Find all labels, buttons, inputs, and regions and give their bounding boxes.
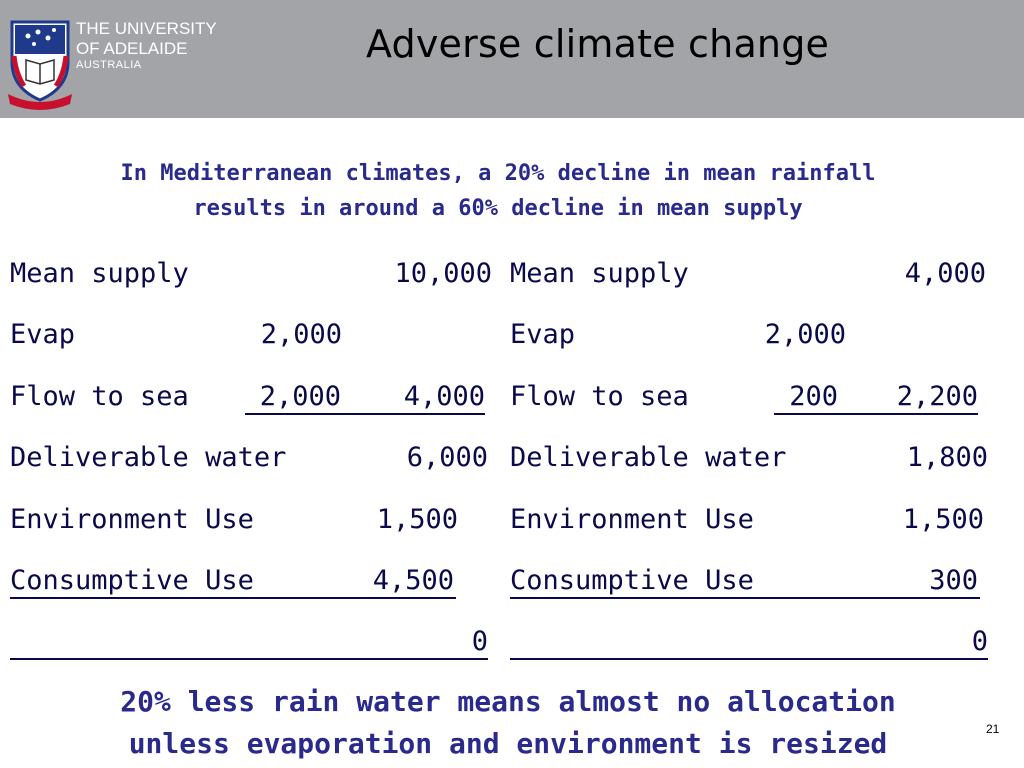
right-mean-supply-value: 4,000 (904, 258, 986, 289)
right-consumptive-value: 300 (929, 565, 978, 596)
right-deliverable-row: Deliverable water 1,800 (510, 438, 990, 478)
subtitle-line-2: results in around a 60% decline in mean … (193, 196, 803, 221)
university-line-1: THE UNIVERSITY (76, 19, 217, 38)
left-consumptive-value: 4,500 (372, 565, 454, 596)
university-line-3: AUSTRALIA (76, 59, 142, 71)
right-remainder-value: 0 (971, 626, 988, 657)
right-mean-supply-row: Mean supply 4,000 (510, 254, 990, 294)
subtitle-line-1: In Mediterranean climates, a 20% decline… (120, 161, 876, 186)
right-flow-underline: 200 2,200 (774, 377, 978, 415)
left-env-label: Environment Use (10, 504, 254, 535)
right-env-label: Environment Use (510, 504, 754, 535)
left-flow-value: 2,000 (259, 381, 341, 412)
conclusion-text: 20% less rain water means almost no allo… (0, 681, 1016, 765)
left-mean-supply-label: Mean supply (10, 258, 189, 289)
header-bar: THE UNIVERSITY OF ADELAIDE AUSTRALIA Adv… (0, 0, 1024, 118)
left-flow-row: Flow to sea 2,000 4,000 (10, 377, 492, 417)
right-env-value: 1,500 (902, 504, 984, 535)
left-deliverable-label: Deliverable water (10, 442, 287, 473)
left-remainder-row: 0 (10, 622, 492, 662)
right-consumptive-underline: Consumptive Use 300 (510, 561, 980, 599)
right-flow-row: Flow to sea 200 2,200 (510, 377, 990, 417)
left-deliverable-value: 6,000 (406, 442, 488, 473)
left-deliverable-row: Deliverable water 6,000 (10, 438, 492, 478)
page-number: 21 (986, 722, 1000, 736)
left-mean-supply-row: Mean supply 10,000 (10, 254, 492, 294)
slide-title: Adverse climate change (366, 22, 830, 66)
right-deliverable-label: Deliverable water (510, 442, 787, 473)
left-flow-label: Flow to sea (10, 381, 189, 412)
university-crest-icon (8, 20, 72, 110)
left-flow-total: 4,000 (403, 381, 485, 412)
left-flow-underline: 2,000 4,000 (245, 377, 485, 415)
right-evap-value: 2,000 (764, 319, 846, 350)
right-deliverable-value: 1,800 (906, 442, 988, 473)
slide-subtitle: In Mediterranean climates, a 20% decline… (0, 156, 996, 226)
conclusion-line-2: unless evaporation and environment is re… (128, 727, 888, 760)
university-line-2: OF ADELAIDE (76, 39, 188, 58)
right-consumptive-row: Consumptive Use 300 (510, 561, 990, 601)
right-flow-label: Flow to sea (510, 381, 689, 412)
left-env-value: 1,500 (376, 504, 458, 535)
left-evap-row: Evap 2,000 (10, 315, 492, 355)
conclusion-line-1: 20% less rain water means almost no allo… (120, 685, 896, 718)
right-flow-total: 2,200 (896, 381, 978, 412)
right-mean-supply-label: Mean supply (510, 258, 689, 289)
left-evap-value: 2,000 (260, 319, 342, 350)
right-remainder-underline: 0 (510, 622, 988, 660)
right-env-row: Environment Use 1,500 (510, 500, 990, 540)
university-name: THE UNIVERSITY OF ADELAIDE AUSTRALIA (76, 20, 217, 71)
left-consumptive-row: Consumptive Use 4,500 (10, 561, 492, 601)
right-evap-row: Evap 2,000 (510, 315, 990, 355)
left-remainder-value: 0 (471, 626, 488, 657)
right-remainder-row: 0 (510, 622, 990, 662)
left-consumptive-label: Consumptive Use (10, 565, 254, 596)
right-consumptive-label: Consumptive Use (510, 565, 754, 596)
left-consumptive-underline: Consumptive Use 4,500 (10, 561, 456, 599)
right-flow-value: 200 (789, 381, 838, 412)
left-env-row: Environment Use 1,500 (10, 500, 492, 540)
left-evap-label: Evap (10, 319, 76, 350)
left-remainder-underline: 0 (10, 622, 488, 660)
left-mean-supply-value: 10,000 (394, 258, 492, 289)
right-evap-label: Evap (510, 319, 576, 350)
